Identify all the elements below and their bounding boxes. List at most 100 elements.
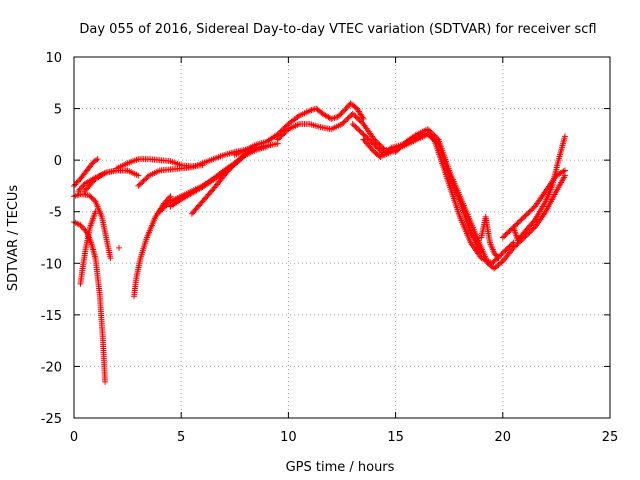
data-point	[102, 378, 109, 385]
data-point	[511, 222, 518, 229]
data-point	[377, 142, 384, 149]
data-point	[377, 148, 384, 155]
x-axis-label: GPS time / hours	[286, 460, 395, 475]
data-point	[517, 217, 524, 224]
data-point	[519, 215, 526, 222]
data-point	[143, 175, 150, 182]
data-point	[282, 123, 289, 130]
data-point	[430, 135, 437, 142]
data-point	[79, 183, 86, 190]
grid-lines	[74, 57, 610, 418]
series-arc-11	[167, 143, 270, 210]
data-point	[140, 177, 147, 184]
data-point	[282, 128, 289, 135]
data-point	[505, 244, 512, 251]
data-point	[424, 130, 431, 137]
data-point	[561, 167, 568, 174]
data-point	[501, 248, 508, 255]
y-tick-label: -25	[41, 412, 62, 427]
data-point	[343, 104, 350, 111]
y-tick-label: -5	[49, 206, 62, 221]
data-point	[510, 244, 517, 251]
data-point	[160, 204, 167, 211]
x-tick-label: 15	[387, 430, 404, 445]
data-point	[359, 114, 366, 121]
series-arc-13	[231, 100, 367, 158]
data-point	[344, 115, 351, 122]
x-tick-label: 20	[495, 430, 512, 445]
data-point	[380, 145, 387, 152]
data-point	[92, 208, 99, 215]
y-axis-label: SDTVAR / TECUs	[6, 185, 21, 292]
data-point	[491, 257, 498, 264]
data-point	[367, 137, 374, 144]
data-point	[510, 239, 517, 246]
data-point	[526, 208, 533, 215]
data-point	[353, 124, 360, 131]
data-point	[107, 255, 114, 262]
data-point	[357, 128, 364, 135]
data-point	[364, 135, 371, 142]
data-point	[432, 138, 439, 145]
series-arc-14	[274, 110, 568, 272]
data-point	[277, 128, 284, 135]
data-point	[162, 203, 169, 210]
data-point	[490, 258, 497, 265]
data-point	[159, 206, 166, 213]
x-tick-label: 25	[602, 430, 619, 445]
data-point	[166, 194, 173, 201]
data-point	[356, 117, 363, 124]
data-point	[525, 210, 532, 217]
data-point	[281, 130, 288, 137]
data-point	[489, 260, 496, 267]
data-point	[478, 249, 485, 256]
y-tick-label: -15	[41, 309, 62, 324]
data-point	[163, 202, 170, 209]
data-point	[76, 186, 83, 193]
data-point	[525, 230, 532, 237]
data-point	[363, 133, 370, 140]
data-point	[502, 247, 509, 254]
data-point	[353, 114, 360, 121]
data-point	[502, 231, 509, 238]
data-point	[339, 108, 346, 115]
data-point	[343, 117, 350, 124]
data-point	[349, 110, 356, 117]
data-point	[499, 249, 506, 256]
data-point	[434, 140, 441, 147]
data-point	[164, 200, 171, 207]
data-point	[345, 103, 352, 110]
data-points	[71, 100, 568, 385]
series-arc-6	[81, 167, 142, 195]
data-point	[347, 113, 354, 120]
data-point	[72, 181, 79, 188]
data-point	[503, 230, 510, 237]
data-point	[371, 136, 378, 143]
data-point	[527, 228, 534, 235]
data-point	[506, 228, 513, 235]
data-point	[503, 246, 510, 253]
data-point	[278, 127, 285, 134]
data-point	[74, 178, 81, 185]
series-arc-2	[71, 191, 114, 262]
data-point	[356, 127, 363, 134]
data-point	[530, 218, 537, 225]
axes: 0 5 10 15 20 25 -25 -20 -15 -10 -5 0 5 10	[41, 51, 619, 445]
data-point	[116, 244, 123, 251]
data-point	[351, 122, 358, 129]
data-point	[339, 121, 345, 128]
data-point	[281, 124, 288, 131]
y-tick-label: 5	[54, 103, 62, 118]
y-tick-label: 10	[45, 51, 62, 66]
data-point	[352, 113, 359, 120]
data-point	[379, 144, 386, 151]
data-point	[360, 115, 367, 122]
data-point	[351, 112, 358, 119]
data-point	[373, 139, 380, 146]
data-point	[278, 132, 285, 139]
data-point	[230, 161, 237, 168]
data-point	[510, 224, 517, 231]
data-point	[561, 172, 568, 179]
y-tick-label: 0	[54, 154, 62, 169]
data-point	[276, 130, 283, 137]
